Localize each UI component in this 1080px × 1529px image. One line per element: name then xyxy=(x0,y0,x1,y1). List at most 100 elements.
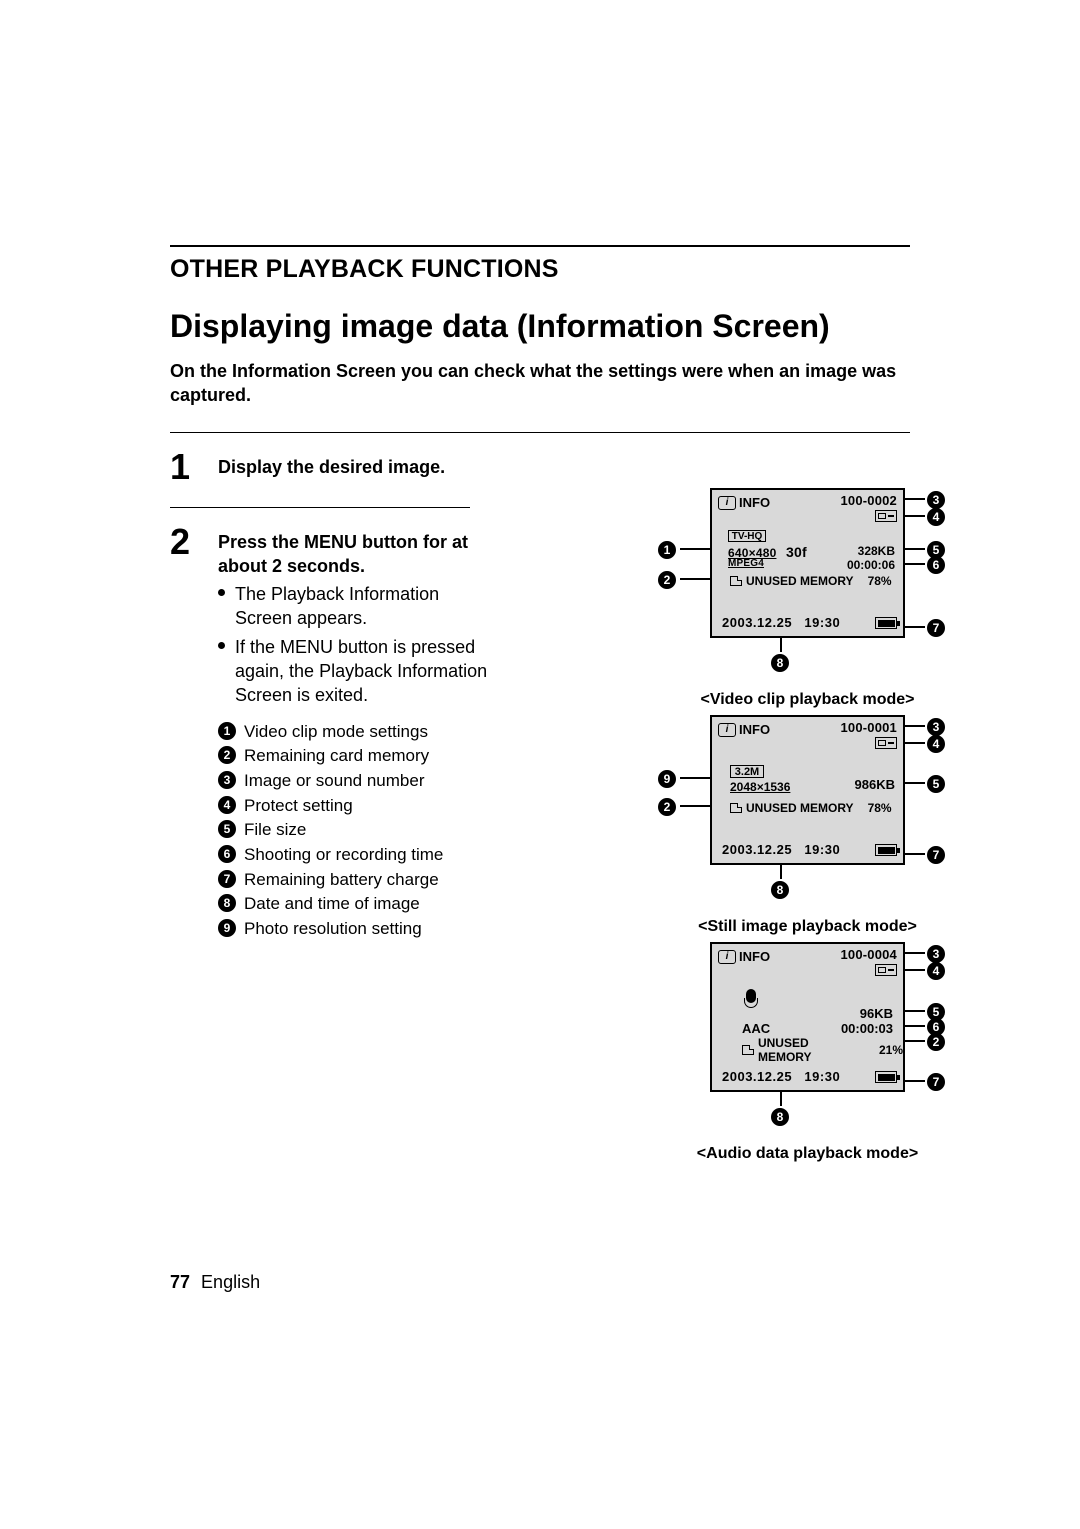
audio-unused-label: UNUSED MEMORY xyxy=(758,1036,865,1064)
audio-time: 19:30 xyxy=(804,1069,840,1084)
co-2b: 2 xyxy=(658,798,676,816)
co-4b: 4 xyxy=(927,735,945,753)
info-badge-icon: i INFO xyxy=(718,495,770,510)
video-filesize: 328KB xyxy=(858,544,895,558)
legend-text-1: Video clip mode settings xyxy=(244,720,428,745)
legend-list: 1 Video clip mode settings 2 Remaining car… xyxy=(218,720,498,942)
video-fps: 30f xyxy=(786,544,807,560)
legend-num-4: 4 xyxy=(218,796,236,814)
legend-num-1: 1 xyxy=(218,722,236,740)
step-2-bullet-a: The Playback Information Screen appears. xyxy=(235,582,498,631)
legend-num-2: 2 xyxy=(218,746,236,764)
audio-date: 2003.12.25 xyxy=(722,1069,792,1084)
co-line xyxy=(780,865,782,879)
card-icon xyxy=(730,576,742,586)
intro-text: On the Information Screen you can check … xyxy=(170,359,910,408)
battery-icon xyxy=(875,617,897,629)
audio-datetime: 2003.12.25 19:30 xyxy=(722,1069,840,1084)
video-unused-row: UNUSED MEMORY 78% xyxy=(730,574,892,588)
co-9: 9 xyxy=(658,770,676,788)
legend-num-7: 7 xyxy=(218,870,236,888)
legend-num-8: 8 xyxy=(218,894,236,912)
co-line xyxy=(905,626,925,628)
co-line xyxy=(905,498,925,500)
legend-text-5: File size xyxy=(244,818,306,843)
co-line xyxy=(905,853,925,855)
protect-icon xyxy=(875,964,897,976)
co-line xyxy=(780,1092,782,1106)
co-line xyxy=(905,1040,925,1042)
co-5b: 5 xyxy=(927,775,945,793)
page-title: Displaying image data (Information Scree… xyxy=(170,308,910,345)
still-megapixels: 3.2M xyxy=(730,765,764,778)
info-icon: i xyxy=(718,496,736,510)
still-time: 19:30 xyxy=(804,842,840,857)
co-line xyxy=(680,548,710,550)
page-language: English xyxy=(201,1272,260,1292)
audio-rectime: 00:00:03 xyxy=(841,1021,893,1036)
co-line xyxy=(905,515,925,517)
page-footer: 77 English xyxy=(170,1272,260,1293)
still-date: 2003.12.25 xyxy=(722,842,792,857)
step-2-number: 2 xyxy=(170,524,200,560)
co-line xyxy=(905,725,925,727)
legend-num-5: 5 xyxy=(218,820,236,838)
step-2-bullet-b: If the MENU button is pressed again, the… xyxy=(235,635,498,708)
co-line xyxy=(905,563,925,565)
co-4: 4 xyxy=(927,508,945,526)
card-icon xyxy=(730,803,742,813)
video-rectime: 00:00:06 xyxy=(847,558,895,572)
section-category: OTHER PLAYBACK FUNCTIONS xyxy=(170,255,910,284)
screen-audio: i INFO 100-0004 AAC 96KB 00:00:03 UNUSED… xyxy=(710,942,905,1092)
video-codec: MPEG4 xyxy=(728,558,768,570)
info-label: INFO xyxy=(739,495,770,510)
co-line xyxy=(680,777,710,779)
caption-audio: <Audio data playback mode> xyxy=(680,1145,935,1163)
info-icon: i xyxy=(718,723,736,737)
info-badge-icon: i INFO xyxy=(718,722,770,737)
audio-file-number: 100-0004 xyxy=(840,947,897,962)
video-date: 2003.12.25 xyxy=(722,615,792,630)
still-unused-row: UNUSED MEMORY 78% xyxy=(730,801,892,815)
info-badge-icon: i INFO xyxy=(718,949,770,964)
still-filesize: 986KB xyxy=(855,777,895,792)
info-label: INFO xyxy=(739,949,770,964)
rule-top xyxy=(170,245,910,247)
co-line xyxy=(905,1025,925,1027)
co-line xyxy=(905,782,925,784)
microphone-stand-icon xyxy=(744,998,758,1008)
co-3b: 3 xyxy=(927,718,945,736)
co-line xyxy=(780,638,782,652)
manual-page: OTHER PLAYBACK FUNCTIONS Displaying imag… xyxy=(170,245,910,941)
co-line xyxy=(680,805,710,807)
co-line xyxy=(905,548,925,550)
co-6: 6 xyxy=(927,556,945,574)
page-number: 77 xyxy=(170,1272,190,1292)
co-line xyxy=(905,1010,925,1012)
legend-text-7: Remaining battery charge xyxy=(244,868,439,893)
co-2: 2 xyxy=(658,571,676,589)
video-unused-label: UNUSED MEMORY xyxy=(746,574,854,588)
co-line xyxy=(680,578,710,580)
legend-text-6: Shooting or recording time xyxy=(244,843,443,868)
legend-num-6: 6 xyxy=(218,845,236,863)
legend-text-2: Remaining card memory xyxy=(244,744,429,769)
protect-icon xyxy=(875,510,897,522)
co-3: 3 xyxy=(927,491,945,509)
rule-under-intro xyxy=(170,432,910,433)
caption-video: <Video clip playback mode> xyxy=(680,691,935,709)
co-8b: 8 xyxy=(771,881,789,899)
step-2-head: Press the MENU button for at about 2 sec… xyxy=(218,530,498,579)
legend-num-3: 3 xyxy=(218,771,236,789)
legend-text-8: Date and time of image xyxy=(244,892,420,917)
battery-icon xyxy=(875,844,897,856)
co-1: 1 xyxy=(658,541,676,559)
audio-codec: AAC xyxy=(742,1021,770,1036)
screens-column: i INFO 100-0002 TV-HQ 640×480 30f 328KB … xyxy=(680,488,935,1169)
co-line xyxy=(905,969,925,971)
card-icon xyxy=(742,1045,754,1055)
co-7b: 7 xyxy=(927,846,945,864)
video-time: 19:30 xyxy=(804,615,840,630)
co-7: 7 xyxy=(927,619,945,637)
audio-unused-pct: 21% xyxy=(879,1043,903,1057)
